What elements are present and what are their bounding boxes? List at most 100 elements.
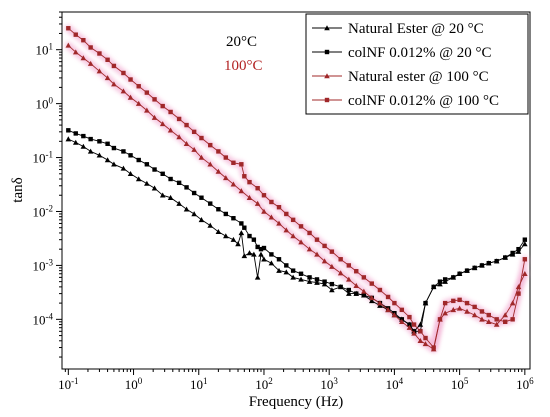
data-point — [385, 307, 391, 313]
data-point — [442, 310, 448, 316]
data-point — [472, 265, 477, 271]
data-point — [346, 263, 352, 268]
data-point — [346, 290, 352, 296]
data-point — [406, 324, 413, 330]
data-point — [472, 304, 477, 310]
data-point — [442, 277, 448, 282]
data-point — [207, 161, 214, 167]
data-point — [88, 136, 93, 142]
data-point — [479, 309, 485, 314]
data-point — [456, 305, 463, 311]
data-point — [121, 149, 126, 154]
legend-entry: Natural ester @ 100 °C — [312, 69, 489, 85]
data-point — [450, 307, 457, 313]
data-point — [183, 206, 190, 212]
data-point — [298, 239, 304, 245]
data-point — [346, 276, 352, 282]
legend-marker — [324, 25, 330, 31]
y-tick-label: 10-2 — [33, 203, 54, 219]
data-point — [73, 131, 78, 136]
data-point — [104, 157, 111, 163]
data-point — [411, 330, 417, 336]
data-point — [338, 257, 343, 262]
legend-box — [305, 13, 529, 115]
data-point — [215, 168, 222, 174]
data-point — [88, 45, 93, 50]
data-point — [241, 253, 248, 259]
data-point — [230, 236, 237, 242]
data-point — [239, 221, 244, 226]
data-point — [486, 312, 491, 318]
legend-label: Natural Ester @ 20 °C — [348, 21, 484, 37]
data-point — [183, 140, 190, 147]
legend-marker — [324, 97, 330, 103]
data-point — [87, 60, 94, 66]
data-point — [258, 246, 264, 252]
legend-label: colNF 0.012% @ 100 °C — [348, 93, 499, 109]
legend-entry: colNF 0.012% @ 100 °C — [312, 93, 499, 109]
data-point — [105, 57, 110, 62]
y-tick-label: 101 — [36, 42, 54, 58]
data-point — [120, 165, 127, 171]
data-point — [72, 49, 79, 55]
x-tick-label: 104 — [386, 376, 404, 392]
data-point — [242, 174, 247, 179]
data-point — [184, 185, 189, 190]
data-point — [81, 133, 86, 139]
data-point — [191, 129, 197, 135]
data-point — [255, 244, 260, 250]
data-point — [377, 300, 383, 306]
data-point — [283, 269, 290, 275]
data-point — [322, 243, 327, 249]
data-point — [73, 32, 78, 37]
data-point — [451, 275, 456, 280]
x-tick-label: 105 — [451, 376, 469, 392]
data-point — [223, 175, 229, 181]
data-point — [437, 317, 443, 322]
data-point — [255, 186, 260, 191]
data-point — [314, 237, 320, 242]
x-tick-label: 103 — [320, 376, 338, 392]
x-tick-label: 102 — [255, 376, 273, 392]
legend-entry: colNF 0.012% @ 20 °C — [312, 45, 492, 61]
data-point — [96, 152, 103, 158]
data-point — [223, 233, 229, 239]
data-point — [235, 241, 241, 247]
data-point — [152, 97, 157, 102]
data-point — [251, 237, 257, 242]
data-point — [314, 251, 320, 257]
data-point — [159, 121, 166, 127]
legend-marker — [324, 73, 330, 79]
y-axis-title: tanδ — [10, 177, 26, 202]
data-point — [151, 185, 158, 191]
data-point — [431, 345, 436, 350]
data-point — [502, 312, 509, 318]
data-point — [314, 279, 320, 285]
data-point — [66, 26, 71, 31]
series-1 — [66, 128, 528, 334]
data-point — [198, 217, 205, 223]
data-point — [269, 252, 274, 257]
data-point — [423, 335, 428, 341]
data-point — [105, 141, 110, 146]
data-point — [160, 103, 165, 109]
data-point — [522, 270, 528, 277]
data-point — [346, 287, 352, 293]
y-tick-label: 10-3 — [33, 257, 54, 273]
data-point — [111, 145, 117, 151]
data-point — [230, 181, 237, 187]
data-point — [361, 275, 367, 280]
data-point — [399, 319, 405, 325]
data-point — [464, 300, 470, 306]
data-point — [284, 211, 289, 217]
data-point — [290, 217, 296, 223]
legend-label: Natural ester @ 100 °C — [348, 69, 489, 85]
data-point — [307, 230, 312, 236]
data-point — [127, 94, 134, 100]
data-point — [407, 314, 412, 320]
data-point — [399, 307, 405, 313]
data-point — [80, 55, 87, 61]
data-point — [97, 51, 102, 56]
data-point — [239, 162, 244, 167]
